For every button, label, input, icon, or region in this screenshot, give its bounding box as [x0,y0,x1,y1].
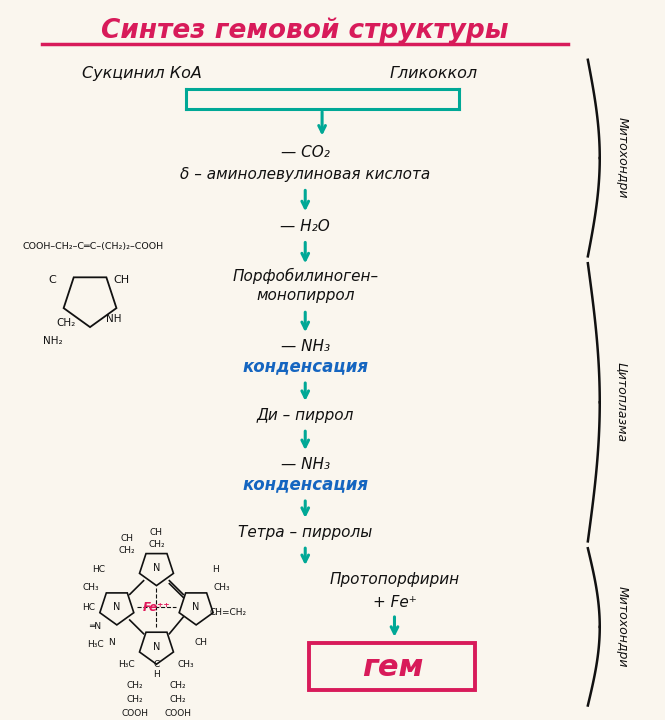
Text: ═N: ═N [89,622,101,631]
Text: Тетра – пирролы: Тетра – пирролы [238,525,372,540]
Text: HC: HC [82,603,95,612]
Text: H: H [213,565,219,575]
Text: Ди – пиррол: Ди – пиррол [257,408,354,423]
Text: H₃C: H₃C [118,660,135,669]
Text: H₃C: H₃C [86,640,103,649]
Text: N: N [153,563,160,573]
Text: CH: CH [150,528,163,537]
Text: H: H [153,670,160,678]
Text: + Fe⁺: + Fe⁺ [372,595,416,610]
Text: N: N [108,638,115,647]
Text: CH₃: CH₃ [213,583,230,592]
Text: COOH: COOH [165,709,192,718]
Text: CH₃: CH₃ [82,583,99,592]
Text: CH₂: CH₂ [126,695,143,704]
Text: N: N [192,602,200,612]
Text: Цитоплазма: Цитоплазма [616,361,628,442]
Text: CH₂: CH₂ [170,695,187,704]
Text: CH₂: CH₂ [57,318,76,328]
Text: монопиррол: монопиррол [256,288,354,303]
Text: HC: HC [92,565,106,575]
Text: C: C [154,660,160,669]
Text: COOH–CH₂–C═C–(CH₂)₂–COOH: COOH–CH₂–C═C–(CH₂)₂–COOH [23,242,164,251]
Text: CH₃: CH₃ [178,660,195,669]
Text: CH₂: CH₂ [170,681,187,690]
Text: Митохондри: Митохондри [616,117,628,199]
Text: δ – аминолевулиновая кислота: δ – аминолевулиновая кислота [180,167,430,182]
Text: — CO₂: — CO₂ [281,145,330,160]
Text: COOH: COOH [121,709,148,718]
Text: NH: NH [106,314,122,324]
Text: Гликоккол: Гликоккол [390,66,477,81]
Text: NH₂: NH₂ [43,336,62,346]
Text: Порфобилиноген–: Порфобилиноген– [232,268,378,284]
Text: Протопорфирин: Протопорфирин [329,572,460,588]
Text: Сукцинил КоА: Сукцинил КоА [82,66,202,81]
Text: C: C [49,275,57,285]
Text: Fe⁺⁺: Fe⁺⁺ [143,600,170,613]
Text: CH: CH [114,275,130,285]
Text: Синтез гемовой структуры: Синтез гемовой структуры [102,17,509,43]
Text: CH=CH₂: CH=CH₂ [209,608,247,616]
Text: CH₂: CH₂ [126,681,143,690]
Text: N: N [113,602,120,612]
Text: CH₂: CH₂ [148,540,165,549]
Text: — NH₃: — NH₃ [281,339,330,354]
Text: — H₂O: — H₂O [281,220,330,235]
FancyBboxPatch shape [309,642,475,690]
Text: Митохондри: Митохондри [616,586,628,667]
Text: — NH₃: — NH₃ [281,457,330,472]
Text: гем: гем [362,652,423,682]
Text: CH₂: CH₂ [118,546,135,554]
Text: CH: CH [120,534,133,543]
Text: конденсация: конденсация [242,357,368,375]
Text: CH: CH [195,638,207,647]
Text: конденсация: конденсация [242,475,368,493]
Text: N: N [153,642,160,652]
